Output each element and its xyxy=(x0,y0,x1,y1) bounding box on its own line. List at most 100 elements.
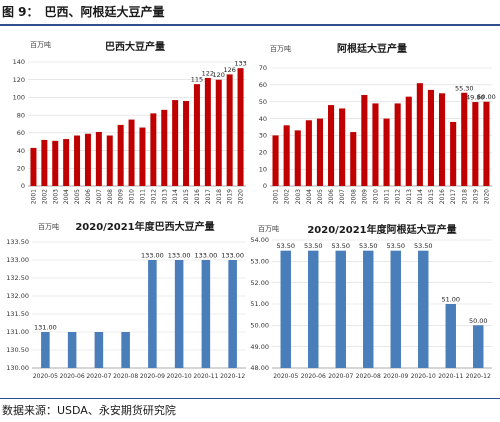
bottom-divider xyxy=(0,398,500,399)
argentina-monthly-data-label: 53.50 xyxy=(386,242,405,250)
argentina-annual-x-tick: 2004 xyxy=(306,189,313,204)
brazil-annual-data-label: 115 xyxy=(191,76,203,84)
brazil-monthly-unit-label: 百万吨 xyxy=(38,222,59,231)
brazil-annual-data-label: 122 xyxy=(202,69,214,77)
argentina-annual-x-tick: 2013 xyxy=(406,189,413,204)
brazil-annual-y-tick: 100 xyxy=(13,94,25,102)
brazil-annual-bar xyxy=(117,124,124,186)
argentina-monthly-x-tick: 2020-09 xyxy=(383,373,408,380)
argentina-monthly-data-label: 53.50 xyxy=(359,242,378,250)
argentina-monthly-bar xyxy=(280,250,291,368)
argentina-monthly-title: 2020/2021年度阿根廷大豆产量 xyxy=(307,223,456,236)
brazil-annual-bar xyxy=(183,100,190,186)
argentina-monthly-y-tick: 50.00 xyxy=(250,322,269,330)
brazil-annual-bar xyxy=(52,140,59,186)
brazil-monthly-bar xyxy=(94,332,104,368)
argentina-annual-bar xyxy=(461,92,468,186)
argentina-annual-y-tick: 0 xyxy=(263,182,267,190)
brazil-monthly-x-tick: 2020-06 xyxy=(60,373,85,380)
brazil-annual-bar xyxy=(41,139,48,186)
brazil-annual-x-tick: 2016 xyxy=(194,189,201,204)
argentina-annual-bar xyxy=(272,135,279,186)
brazil-monthly-bar xyxy=(174,260,184,368)
argentina-monthly-x-tick: 2020-12 xyxy=(466,373,491,380)
argentina-annual-x-tick: 2001 xyxy=(273,189,280,204)
argentina-monthly-bar xyxy=(473,325,484,368)
argentina-annual-bar xyxy=(472,102,479,186)
argentina-annual-bar xyxy=(283,125,290,186)
argentina-annual-x-tick: 2020 xyxy=(483,189,490,204)
argentina-annual-y-tick: 50 xyxy=(259,98,267,106)
argentina-annual-y-tick: 60 xyxy=(259,81,267,89)
brazil-monthly-bar xyxy=(41,332,50,368)
argentina-monthly-data-label: 53.50 xyxy=(414,242,433,250)
brazil-monthly-y-tick: 132.50 xyxy=(6,274,29,282)
argentina-annual-x-tick: 2018 xyxy=(461,189,468,204)
argentina-annual-x-tick: 2017 xyxy=(450,189,457,204)
argentina-monthly-y-tick: 51.00 xyxy=(250,300,269,308)
argentina-annual-bar xyxy=(339,108,346,186)
brazil-annual-x-tick: 2020 xyxy=(238,189,245,204)
brazil-annual-bar xyxy=(30,147,37,186)
argentina-annual-x-tick: 2005 xyxy=(317,189,324,204)
argentina-annual-bar xyxy=(383,118,390,186)
argentina-monthly-data-label: 53.50 xyxy=(276,242,295,250)
brazil-monthly-x-tick: 2020-11 xyxy=(193,373,218,380)
brazil-annual-bar xyxy=(63,139,70,186)
brazil-annual-y-tick: 40 xyxy=(17,147,25,155)
brazil-annual-bar xyxy=(95,131,102,186)
argentina-annual-x-tick: 2008 xyxy=(350,189,357,204)
argentina-annual-y-tick: 20 xyxy=(259,148,267,156)
brazil-annual-x-tick: 2018 xyxy=(216,189,223,204)
brazil-monthly-data-label: 133.00 xyxy=(195,252,218,260)
brazil-annual-x-tick: 2012 xyxy=(150,189,157,204)
argentina-annual-bar xyxy=(450,121,457,186)
brazil-monthly-bar xyxy=(67,332,77,368)
brazil-annual-x-tick: 2004 xyxy=(63,189,70,204)
argentina-monthly-unit-label: 百万吨 xyxy=(258,224,279,233)
argentina-monthly-x-tick: 2020-11 xyxy=(438,373,463,380)
brazil-monthly-x-tick: 2020-07 xyxy=(86,373,111,380)
argentina-monthly-x-tick: 2020-05 xyxy=(273,373,298,380)
figure-title: 巴西、阿根廷大豆产量 xyxy=(44,5,165,19)
brazil-annual-x-tick: 2013 xyxy=(161,189,168,204)
argentina-monthly-x-tick: 2020-06 xyxy=(301,373,326,380)
argentina-annual-data-label: 55.30 xyxy=(455,84,474,92)
brazil-annual-bar xyxy=(161,109,168,186)
brazil-monthly-y-tick: 131.00 xyxy=(6,328,29,336)
brazil-annual-y-tick: 80 xyxy=(17,111,25,119)
argentina-monthly-bar xyxy=(390,250,401,368)
argentina-annual-bar xyxy=(305,120,312,186)
argentina-monthly-data-label: 53.50 xyxy=(331,242,350,250)
argentina-annual-bar xyxy=(416,83,423,186)
brazil-monthly-y-tick: 133.50 xyxy=(6,238,29,246)
brazil-annual-x-tick: 2010 xyxy=(129,189,136,204)
brazil-annual-y-tick: 120 xyxy=(13,76,25,84)
argentina-annual-bar xyxy=(394,103,401,186)
brazil-monthly-bar xyxy=(228,260,237,368)
brazil-monthly-data-label: 131.00 xyxy=(34,324,57,332)
brazil-annual-y-tick: 20 xyxy=(17,164,25,172)
argentina-monthly-bar xyxy=(363,250,374,368)
argentina-annual-x-tick: 2011 xyxy=(384,189,391,204)
brazil-annual-x-tick: 2002 xyxy=(41,189,48,204)
argentina-monthly-bar xyxy=(445,304,456,368)
argentina-annual-bar xyxy=(405,96,412,186)
argentina-annual-x-tick: 2010 xyxy=(372,189,379,204)
argentina-annual-bar xyxy=(372,103,379,186)
brazil-monthly-y-tick: 130.50 xyxy=(6,346,29,354)
argentina-annual-bar xyxy=(483,101,490,186)
argentina-annual-data-label: 50.00 xyxy=(477,93,496,101)
argentina-monthly-x-tick: 2020-10 xyxy=(411,373,436,380)
brazil-monthly-bar xyxy=(121,332,130,368)
brazil-monthly-bar xyxy=(148,260,157,368)
brazil-monthly-y-tick: 130.00 xyxy=(6,364,29,372)
argentina-monthly-data-label: 50.00 xyxy=(469,317,488,325)
brazil-monthly-x-tick: 2020-08 xyxy=(113,373,138,380)
argentina-monthly-y-tick: 48.00 xyxy=(250,364,269,372)
brazil-annual-bar xyxy=(237,68,244,186)
brazil-annual-x-tick: 2015 xyxy=(183,189,190,204)
brazil-annual-x-tick: 2017 xyxy=(205,189,212,204)
argentina-annual-bar xyxy=(361,94,368,186)
brazil-monthly-y-tick: 132.00 xyxy=(6,292,29,300)
